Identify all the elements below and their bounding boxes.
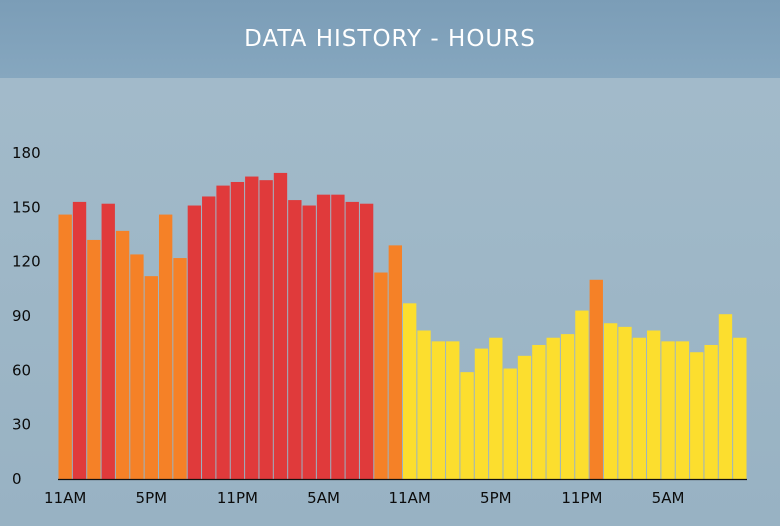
bar [474, 348, 489, 479]
x-axis-ticks: 11AM 5PM 11PM 5AM 11AM 5PM 11PM 5AM [44, 489, 684, 507]
x-tick-label: 11PM [561, 489, 602, 507]
bar [58, 214, 72, 479]
bar [661, 341, 675, 479]
bar [144, 276, 158, 479]
bar [216, 185, 230, 479]
bar [101, 203, 115, 479]
bar [259, 180, 273, 480]
chart-header: DATA HISTORY - HOURS [0, 0, 780, 78]
bar [532, 344, 546, 479]
bar [517, 355, 532, 479]
bar [618, 326, 632, 479]
x-tick-label: 5PM [480, 489, 512, 507]
bar [359, 203, 374, 479]
x-tick-label: 5AM [652, 489, 685, 507]
chart-title: DATA HISTORY - HOURS [244, 26, 536, 52]
y-tick-label: 30 [12, 416, 31, 434]
bar [417, 330, 431, 479]
bar [489, 337, 503, 479]
x-tick-label: 5AM [307, 489, 340, 507]
bar [546, 337, 560, 479]
y-tick-label: 60 [12, 361, 31, 379]
y-tick-label: 0 [12, 470, 22, 488]
bar [115, 230, 130, 479]
y-tick-label: 120 [12, 253, 41, 271]
bar [690, 352, 704, 479]
bar [130, 254, 144, 479]
bar [388, 245, 402, 479]
bar [158, 214, 173, 479]
bar [87, 239, 101, 479]
bar [503, 368, 517, 479]
bar [704, 344, 718, 479]
bar [575, 310, 589, 479]
x-tick-label: 11AM [44, 489, 86, 507]
bar [316, 194, 331, 479]
bar [72, 201, 87, 479]
bar [187, 205, 202, 479]
bar [273, 172, 288, 480]
bar [733, 337, 747, 479]
y-tick-label: 150 [12, 198, 41, 216]
bar [331, 194, 345, 479]
bar [589, 279, 603, 479]
bar [403, 303, 417, 479]
y-tick-label: 90 [12, 307, 31, 325]
bar [202, 196, 216, 479]
bar [230, 181, 245, 480]
x-tick-label: 11PM [217, 489, 258, 507]
bar [173, 258, 187, 479]
bar [302, 205, 316, 479]
bar [460, 372, 474, 479]
bar [288, 200, 302, 479]
bar [603, 323, 618, 479]
x-tick-label: 11AM [389, 489, 431, 507]
bar [718, 314, 733, 479]
bar [374, 272, 388, 479]
y-axis-ticks: 0 30 60 90 120 150 180 [12, 144, 41, 488]
bar [632, 337, 647, 479]
bar [675, 341, 690, 479]
y-tick-label: 180 [12, 144, 41, 162]
bar [431, 341, 446, 479]
bar [647, 330, 661, 479]
bars-group [58, 172, 747, 480]
x-tick-label: 5PM [136, 489, 168, 507]
bar [446, 341, 460, 479]
bar [345, 201, 359, 479]
bar [245, 176, 259, 480]
bar [560, 334, 575, 479]
